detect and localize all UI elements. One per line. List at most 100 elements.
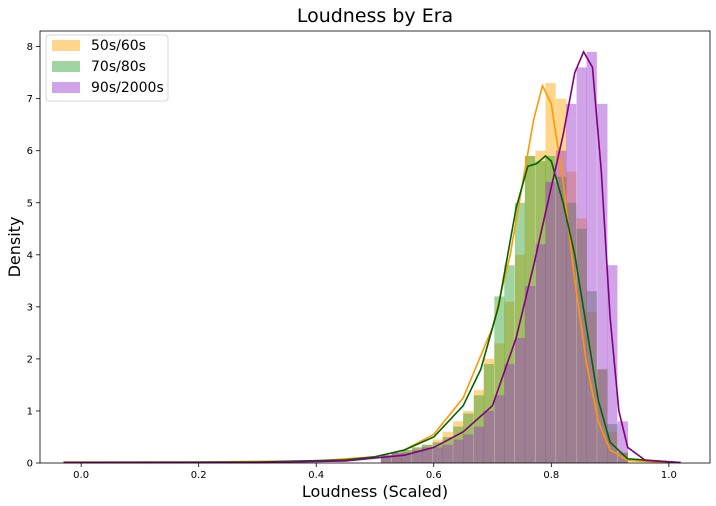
- bar-50s-60s-16: [545, 83, 556, 464]
- bar-50s-60s-7: [453, 421, 464, 463]
- bar-90s-2000s-8: [463, 434, 474, 463]
- bar-90s-2000s-15: [535, 244, 546, 463]
- bar-70s-80s-4: [422, 444, 433, 463]
- chart-title: Loudness by Era: [297, 5, 453, 27]
- bar-70s-80s-5: [432, 442, 443, 463]
- y-tick-label-2: 2: [27, 354, 33, 365]
- legend-label-50s-60s: 50s/60s: [91, 38, 146, 54]
- bar-90s-2000s-19: [576, 67, 587, 463]
- bar-70s-80s-1: [391, 452, 402, 463]
- kde-line-70s-80s: [63, 154, 681, 464]
- y-axis-label: Density: [5, 217, 24, 278]
- y-tick-label-0: 0: [27, 459, 33, 470]
- y-tick-label-3: 3: [27, 302, 33, 313]
- bar-50s-60s-2: [401, 449, 412, 463]
- x-tick-label-3: 0.6: [426, 470, 442, 481]
- bar-50s-60s-5: [432, 439, 443, 463]
- y-tick-label-8: 8: [27, 42, 33, 53]
- x-tick-label-2: 0.4: [308, 470, 324, 481]
- plot-frame: [39, 30, 711, 464]
- bar-50s-60s-0: [380, 455, 392, 463]
- bar-50s-60s-12: [504, 301, 515, 463]
- x-axis-ticks: 0.0 0.2 0.4 0.6 0.8 1.0: [73, 463, 677, 481]
- kde-line-90s-2000s: [63, 49, 681, 464]
- y-tick-label-7: 7: [27, 94, 33, 105]
- bar-70s-80s-11: [494, 296, 505, 463]
- bar-90s-2000s-18: [566, 103, 577, 464]
- legend-swatch-90s-2000s: [52, 82, 80, 93]
- bar-90s-2000s-1: [391, 452, 402, 463]
- y-tick-label-6: 6: [27, 146, 33, 157]
- bar-70s-80s-14: [524, 155, 536, 464]
- bar-70s-80s-7: [453, 426, 464, 463]
- bar-90s-2000s-6: [442, 444, 453, 463]
- bar-70s-80s-15: [535, 161, 546, 463]
- legend-box: [45, 34, 169, 102]
- bar-50s-60s-6: [442, 431, 453, 463]
- x-tick-label-5: 1.0: [661, 470, 677, 481]
- bar-90s-2000s-14: [524, 286, 536, 463]
- legend-swatch-50s-60s: [52, 40, 80, 51]
- bar-70s-80s-13: [514, 202, 526, 463]
- bar-90s-2000s-20: [586, 51, 597, 464]
- bar-70s-80s-12: [504, 265, 515, 463]
- bar-50s-60s-15: [535, 150, 546, 463]
- bar-90s-2000s-11: [494, 395, 505, 463]
- bar-50s-60s-1: [391, 452, 402, 463]
- bar-50s-60s-11: [494, 343, 505, 463]
- bar-90s-2000s-0: [380, 455, 392, 463]
- bar-90s-2000s-22: [607, 265, 618, 463]
- bar-50s-60s-9: [473, 390, 485, 463]
- x-tick-label-0: 0.0: [73, 470, 89, 481]
- series-50s-60s-bars: [380, 83, 629, 464]
- bar-50s-60s-8: [463, 410, 474, 463]
- bar-50s-60s-10: [483, 358, 495, 463]
- bar-50s-60s-19: [576, 218, 587, 463]
- bar-90s-2000s-23: [617, 421, 629, 463]
- bar-70s-80s-18: [566, 202, 577, 463]
- bar-50s-60s-13: [514, 254, 526, 463]
- bar-70s-80s-16: [545, 155, 556, 464]
- bar-50s-60s-4: [422, 444, 433, 463]
- bar-50s-60s-14: [524, 155, 536, 464]
- bar-50s-60s-17: [556, 98, 567, 463]
- bar-90s-2000s-3: [412, 449, 423, 463]
- bar-70s-80s-20: [586, 291, 597, 463]
- y-tick-label-1: 1: [27, 406, 33, 417]
- legend-swatch-70s-80s: [52, 61, 80, 72]
- bar-50s-60s-22: [607, 431, 618, 463]
- x-axis-label: Loudness (Scaled): [302, 482, 448, 501]
- bar-90s-2000s-9: [473, 426, 485, 463]
- bar-70s-80s-9: [473, 395, 485, 463]
- x-tick-label-1: 0.2: [191, 470, 207, 481]
- y-axis-ticks: 0 1 2 3 4 5 6 7 8: [27, 42, 40, 470]
- bar-90s-2000s-21: [597, 103, 608, 464]
- bar-70s-80s-2: [401, 449, 412, 463]
- bar-70s-80s-3: [412, 447, 423, 463]
- bar-90s-2000s-13: [514, 338, 526, 463]
- bar-90s-2000s-12: [504, 364, 515, 463]
- bar-90s-2000s-16: [545, 181, 556, 463]
- series-90s-2000s-bars: [380, 51, 629, 464]
- bar-70s-80s-10: [483, 364, 495, 463]
- bar-70s-80s-17: [556, 176, 567, 464]
- bar-90s-2000s-4: [422, 447, 433, 463]
- bar-70s-80s-0: [380, 455, 392, 463]
- bar-90s-2000s-2: [401, 452, 412, 463]
- y-tick-label-5: 5: [27, 198, 33, 209]
- bar-90s-2000s-7: [453, 439, 464, 463]
- bar-70s-80s-6: [442, 436, 453, 463]
- bar-50s-60s-18: [566, 171, 577, 463]
- bar-50s-60s-3: [412, 447, 423, 463]
- bar-70s-80s-19: [576, 228, 587, 463]
- legend-label-70s-80s: 70s/80s: [91, 59, 146, 75]
- legend-label-90s-2000s: 90s/2000s: [91, 80, 164, 96]
- plot-area: [63, 49, 681, 464]
- bar-90s-2000s-17: [556, 150, 567, 463]
- bar-90s-2000s-5: [432, 447, 443, 463]
- legend: 50s/60s 70s/80s 90s/2000s: [45, 34, 169, 102]
- bar-70s-80s-8: [463, 413, 474, 463]
- y-tick-label-4: 4: [27, 250, 33, 261]
